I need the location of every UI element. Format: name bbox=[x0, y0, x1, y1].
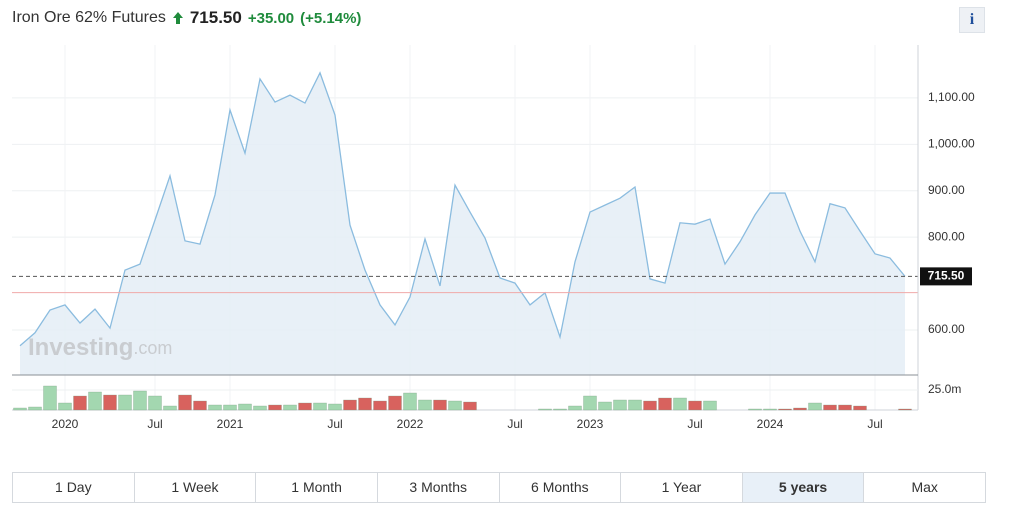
y-tick-label: 1,100.00 bbox=[928, 90, 975, 104]
volume-bar bbox=[568, 405, 582, 411]
volume-bar bbox=[163, 405, 177, 411]
y-tick-label: 900.00 bbox=[928, 183, 965, 197]
volume-bar bbox=[793, 407, 807, 411]
price-area bbox=[20, 72, 905, 376]
volume-bar bbox=[748, 408, 762, 411]
volume-bar bbox=[643, 400, 657, 411]
volume-bar bbox=[763, 408, 777, 411]
volume-bar bbox=[208, 404, 222, 411]
volume-bar bbox=[688, 400, 702, 411]
x-tick-label: 2020 bbox=[52, 417, 79, 431]
y-tick-label: 25.0m bbox=[928, 382, 961, 396]
range-tabs: 1 Day 1 Week 1 Month 3 Months 6 Months 1 Year… bbox=[12, 472, 986, 503]
volume-bar bbox=[538, 408, 552, 411]
price: 715.50 bbox=[189, 8, 242, 27]
up-arrow bbox=[172, 12, 183, 24]
range-tab[interactable]: 3 Months bbox=[376, 473, 499, 502]
volume-bar bbox=[433, 399, 447, 411]
current-price-label: 715.50 bbox=[928, 269, 965, 283]
x-tick-label: Jul bbox=[867, 417, 882, 431]
volume-bar bbox=[898, 408, 912, 411]
volume-bar bbox=[148, 395, 162, 411]
header: Iron Ore 62% Futures 715.50 +35.00 (+5.1… bbox=[12, 6, 361, 30]
volume-bar bbox=[283, 404, 297, 411]
volume-bar bbox=[178, 394, 192, 411]
volume-bar bbox=[223, 404, 237, 411]
volume-bar bbox=[703, 400, 717, 411]
volume-bar bbox=[838, 404, 852, 411]
change-pct: (+5.14%) bbox=[300, 9, 362, 27]
range-tab[interactable]: 6 Months bbox=[498, 473, 621, 502]
volume-bar bbox=[298, 402, 312, 411]
range-tab[interactable]: Max bbox=[863, 473, 985, 502]
x-tick-label: Jul bbox=[147, 417, 162, 431]
volume-bar bbox=[673, 397, 687, 411]
x-tick-label: Jul bbox=[507, 417, 522, 431]
x-tick-label: 2023 bbox=[577, 417, 604, 431]
range-tab[interactable]: 1 Month bbox=[255, 473, 377, 502]
volume-bar bbox=[28, 406, 42, 411]
range-tab[interactable]: 1 Week bbox=[133, 473, 256, 502]
volume-bar bbox=[448, 400, 462, 411]
volume-bar bbox=[388, 395, 402, 411]
volume-bar bbox=[43, 385, 57, 411]
chart: 600.00 800.00 900.00 1,000.00 1,100.00 2020 Ju… bbox=[12, 45, 975, 431]
change: +35.00 bbox=[247, 9, 295, 27]
watermark-text: .com bbox=[133, 338, 172, 358]
y-tick-label: 1,000.00 bbox=[928, 136, 975, 150]
x-tick-label: Jul bbox=[327, 417, 342, 431]
watermark-text: Investing bbox=[28, 334, 133, 361]
volume-bar bbox=[88, 391, 102, 411]
volume-bar bbox=[343, 399, 357, 411]
volume-bar bbox=[418, 399, 432, 411]
range-tab[interactable]: 5 years bbox=[741, 473, 864, 502]
volume-bar bbox=[628, 399, 642, 411]
y-tick-label: 800.00 bbox=[928, 229, 965, 243]
volume-bar bbox=[58, 402, 72, 411]
volume-bar bbox=[193, 400, 207, 411]
y-tick-label: 600.00 bbox=[928, 322, 965, 336]
volume-bar bbox=[253, 405, 267, 411]
volume-bar bbox=[463, 401, 477, 411]
volume-bar bbox=[553, 408, 567, 411]
x-tick-label: 2022 bbox=[397, 417, 424, 431]
info-button[interactable]: i bbox=[959, 7, 985, 33]
x-tick-label: 2024 bbox=[757, 417, 784, 431]
x-tick-label: 2021 bbox=[217, 417, 244, 431]
volume-bar bbox=[598, 401, 612, 411]
volume-bar bbox=[133, 390, 147, 411]
volume-bar bbox=[118, 394, 132, 411]
current-price-box bbox=[920, 267, 972, 286]
volume-bar bbox=[103, 394, 117, 411]
volume-bar bbox=[73, 395, 87, 411]
volume-bar bbox=[358, 397, 372, 411]
volume-bar bbox=[853, 405, 867, 411]
watermark: Investing.com bbox=[28, 334, 172, 361]
volume-bar bbox=[328, 403, 342, 411]
volume-bar bbox=[403, 392, 417, 411]
volume-bar bbox=[13, 407, 27, 411]
range-tab[interactable]: 1 Year bbox=[620, 473, 742, 502]
volume-bar bbox=[613, 399, 627, 411]
volume-bar bbox=[268, 404, 282, 411]
price-line bbox=[19, 71, 906, 347]
volume-bar bbox=[583, 395, 597, 411]
volume-bar bbox=[658, 397, 672, 411]
range-tab[interactable]: 1 Day bbox=[55, 479, 92, 495]
volume-bar bbox=[778, 408, 792, 411]
volume-bar bbox=[313, 402, 327, 411]
title: Iron Ore 62% Futures bbox=[12, 9, 166, 26]
volume-bar bbox=[823, 404, 837, 411]
volume-bar bbox=[373, 400, 387, 411]
volume-bar bbox=[238, 403, 252, 411]
x-tick-label: Jul bbox=[687, 417, 702, 431]
volume-bar bbox=[808, 402, 822, 411]
